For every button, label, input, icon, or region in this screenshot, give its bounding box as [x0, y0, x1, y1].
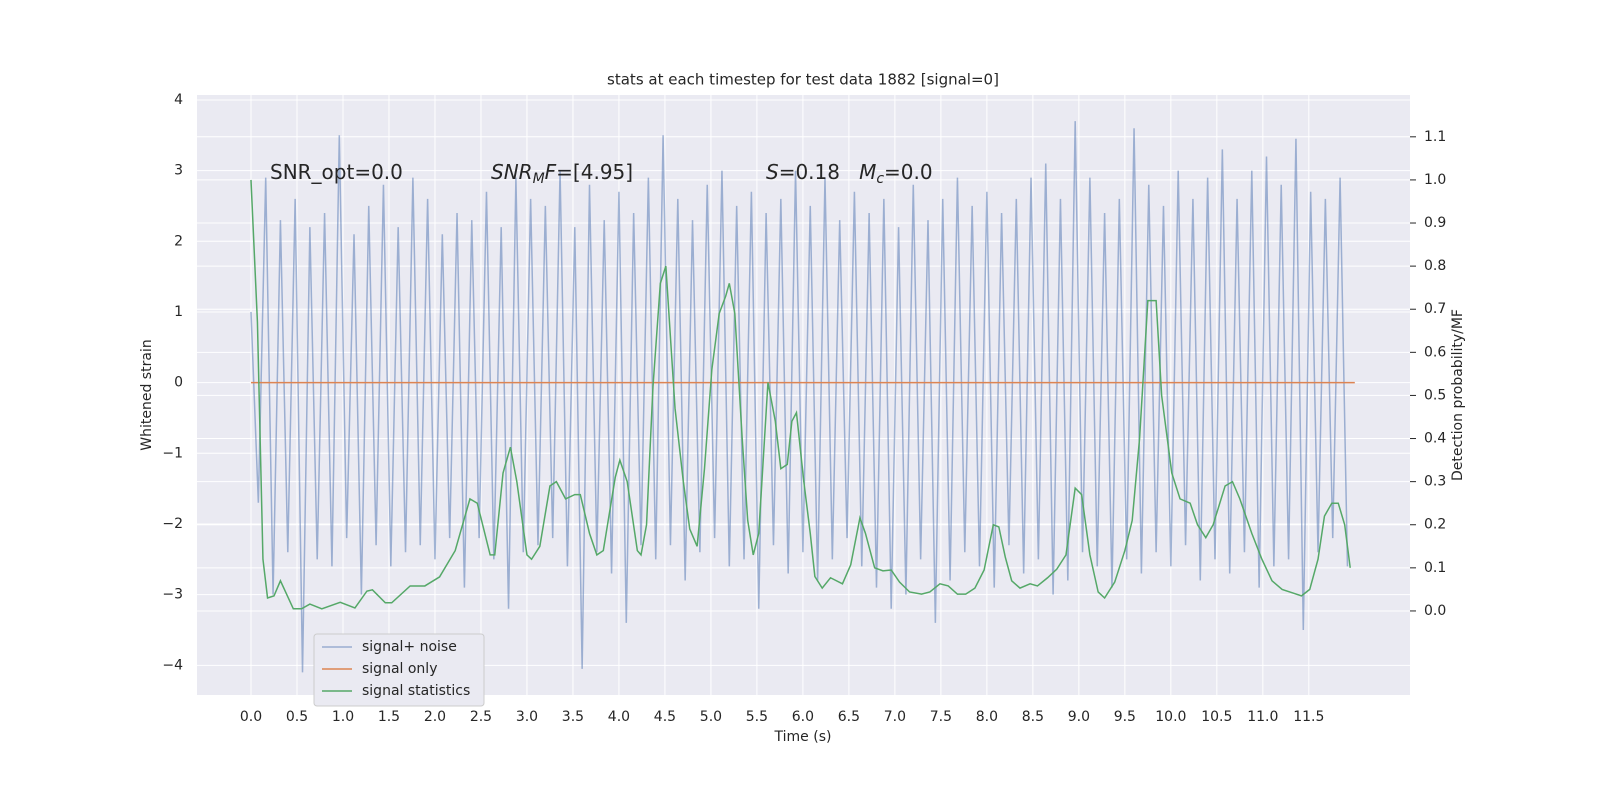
- series-line: [250, 179, 1351, 610]
- annotation: S=0.18 Mc=0.0: [766, 160, 933, 188]
- legend-box: [313, 633, 485, 707]
- y2-tick-label: 1.0: [1424, 172, 1446, 188]
- x-tick-label: 3.0: [516, 709, 538, 725]
- annotation-text: SNR_opt=0.0: [270, 160, 403, 184]
- annotation-text: S: [766, 160, 779, 184]
- annotation-text: =0.18: [779, 160, 859, 184]
- x-tick-label: 6.0: [792, 709, 814, 725]
- x-tick-label: 8.5: [1022, 709, 1044, 725]
- x-tick-label: 7.5: [930, 709, 952, 725]
- x-tick-label: 2.5: [470, 709, 492, 725]
- y2-axis-label: Detection probability/MF: [1450, 309, 1466, 481]
- x-tick-label: 9.0: [1068, 709, 1090, 725]
- legend: signal+ noise signal only signal statistic…: [313, 633, 485, 707]
- x-tick-label: 0.5: [286, 709, 308, 725]
- y-tick-label: −1: [162, 445, 183, 461]
- x-tick-label: 5.5: [746, 709, 768, 725]
- annotation-text: F: [545, 160, 557, 184]
- y-tick-label: −3: [162, 587, 183, 603]
- y2-tick-label: 0.6: [1424, 344, 1446, 360]
- y-tick-label: 0: [174, 375, 183, 391]
- annotation-text: SNR: [491, 160, 533, 184]
- y-tick-label: −4: [162, 657, 183, 673]
- y2-tick-label: 0.9: [1424, 215, 1446, 231]
- x-tick-label: 1.5: [378, 709, 400, 725]
- legend-label: signal+ noise: [362, 639, 457, 655]
- y2-tick-label: 0.4: [1424, 431, 1446, 447]
- annotation-text: =[4.95]: [556, 160, 633, 184]
- annotation-subscript: c: [876, 171, 884, 187]
- y2-tick-label: 0.3: [1424, 474, 1446, 490]
- legend-label: signal statistics: [362, 683, 470, 699]
- chart-title: stats at each timestep for test data 188…: [607, 71, 999, 89]
- x-tick-label: 2.0: [424, 709, 446, 725]
- y2-tick-label: 1.1: [1424, 129, 1446, 145]
- annotation: SNR_opt=0.0: [270, 160, 403, 184]
- x-axis-label: Time (s): [774, 729, 832, 745]
- marks: [250, 121, 1355, 673]
- y2-tick-label: 0.0: [1424, 603, 1446, 619]
- x-tick-label: 3.5: [562, 709, 584, 725]
- y2-tick-label: 0.1: [1424, 560, 1446, 576]
- x-tick-label: 7.0: [884, 709, 906, 725]
- x-tick-label: 11.5: [1293, 709, 1324, 725]
- x-tick-label: 1.0: [332, 709, 354, 725]
- y2-tick-label: 0.5: [1424, 387, 1446, 403]
- y2-tick-label: 0.7: [1424, 301, 1446, 317]
- legend-label: signal only: [362, 661, 437, 677]
- y-tick-label: 2: [174, 233, 183, 249]
- x-tick-label: 8.0: [976, 709, 998, 725]
- x-tick-label: 5.0: [700, 709, 722, 725]
- x-tick-label: 9.5: [1114, 709, 1136, 725]
- y2-tick-label: 0.8: [1424, 258, 1446, 274]
- y-tick-label: −2: [162, 516, 183, 532]
- x-tick-label: 10.5: [1201, 709, 1232, 725]
- series-line: [250, 121, 1349, 673]
- x-tick-label: 0.0: [240, 709, 262, 725]
- annotation: SNRMF=[4.95]: [491, 160, 633, 188]
- y-tick-label: 4: [174, 92, 183, 108]
- y-tick-label: 1: [174, 304, 183, 320]
- annotation-text: =0.0: [884, 160, 933, 184]
- x-tick-label: 10.0: [1155, 709, 1186, 725]
- x-tick-label: 11.0: [1247, 709, 1278, 725]
- y-axis-label: Whitened strain: [139, 339, 155, 450]
- annotation-text: M: [859, 160, 876, 184]
- y-tick-label: 3: [174, 163, 183, 179]
- x-tick-label: 4.0: [608, 709, 630, 725]
- annotation-subscript: M: [533, 171, 545, 187]
- y2-tick-label: 0.2: [1424, 517, 1446, 533]
- x-tick-label: 4.5: [654, 709, 676, 725]
- x-tick-label: 6.5: [838, 709, 860, 725]
